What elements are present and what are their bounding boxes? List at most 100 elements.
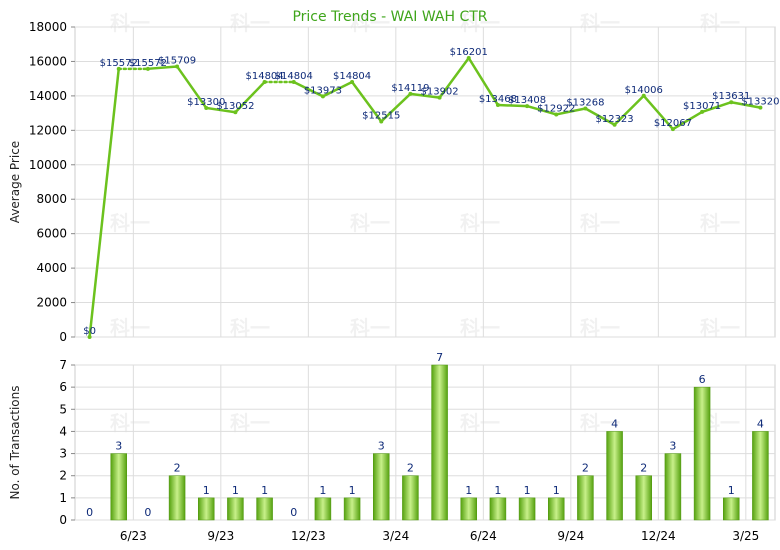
price-y-tick-label: 6000: [36, 227, 67, 241]
x-tick-label: 12/24: [641, 529, 676, 543]
price-data-label: $13268: [566, 97, 604, 108]
transaction-bar: [518, 497, 536, 521]
price-line-segment: [88, 67, 120, 339]
transaction-count-label: 3: [378, 440, 385, 453]
transaction-count-label: 0: [86, 506, 93, 519]
price-line-segment: [321, 80, 354, 98]
price-point: [145, 66, 150, 71]
transaction-bar: [752, 431, 769, 521]
price-data-label: $13300: [187, 97, 225, 108]
price-data-label: $13320: [741, 97, 779, 108]
transaction-bar: [693, 386, 711, 521]
price-data-label: $15709: [158, 55, 196, 66]
transaction-count-label: 2: [174, 462, 181, 475]
price-line-segment: [642, 94, 675, 131]
watermark: 科一: [580, 211, 620, 235]
price-line-segment: [409, 92, 441, 99]
price-line-segment: [730, 100, 762, 109]
watermark: 科一: [230, 316, 270, 340]
watermark: 科一: [580, 316, 620, 340]
price-data-label: $13902: [420, 87, 458, 98]
trans-y-tick-label: 5: [59, 402, 67, 416]
transaction-count-label: 3: [115, 440, 122, 453]
trans-y-tick-label: 2: [59, 469, 67, 483]
watermark: 科一: [700, 316, 740, 340]
x-tick-label: 3/25: [732, 529, 759, 543]
watermark: 科一: [350, 211, 390, 235]
price-data-label: $14804: [245, 71, 283, 82]
transaction-count-label: 4: [611, 417, 618, 430]
trans-y-tick-label: 3: [59, 447, 67, 461]
transaction-bar: [314, 497, 332, 521]
price-point: [466, 55, 471, 60]
trans-y-tick-label: 7: [59, 358, 67, 372]
chart-title: Price Trends - WAI WAH CTR: [292, 9, 487, 25]
transaction-count-label: 0: [290, 506, 297, 519]
x-tick-label: 6/24: [470, 529, 497, 543]
price-data-label: $15572: [129, 58, 167, 69]
transaction-bar: [343, 497, 361, 521]
watermark: 科一: [460, 316, 500, 340]
price-y-tick-label: 16000: [29, 54, 67, 68]
price-point: [700, 109, 705, 114]
transaction-bar: [664, 453, 682, 521]
transaction-count-label: 1: [203, 484, 210, 497]
price-point: [175, 64, 180, 69]
transaction-count-label: 6: [699, 373, 706, 386]
price-line-segment: [671, 110, 704, 131]
transaction-count-label: 1: [261, 484, 268, 497]
price-point: [612, 122, 617, 127]
price-data-label: $14006: [625, 85, 663, 96]
x-tick-label: 6/23: [120, 529, 147, 543]
price-point: [495, 103, 500, 108]
price-plot-frame: [74, 26, 776, 338]
watermark: 科一: [460, 211, 500, 235]
price-point: [525, 104, 530, 109]
price-point: [641, 93, 646, 98]
transaction-bar: [198, 497, 215, 521]
price-data-label: $12922: [537, 103, 575, 114]
watermark: 科一: [350, 11, 390, 35]
transaction-count-label: 1: [349, 484, 356, 497]
price-point: [758, 105, 763, 110]
transaction-bar: [548, 497, 565, 521]
price-line-segment: [467, 56, 500, 107]
transaction-count-label: 2: [640, 462, 647, 475]
price-line-segment: [525, 104, 558, 116]
watermark: 科一: [110, 11, 150, 35]
price-point: [729, 100, 734, 105]
transaction-bar: [431, 364, 448, 521]
watermark: 科一: [230, 11, 270, 35]
transaction-bar: [168, 475, 186, 521]
price-y-tick-label: 8000: [36, 192, 67, 206]
transaction-bar: [577, 475, 594, 521]
price-data-label: $13052: [216, 101, 254, 112]
price-data-label: $0: [83, 326, 96, 337]
transaction-count-label: 4: [757, 417, 764, 430]
watermark: 科一: [110, 211, 150, 235]
price-point: [350, 80, 355, 85]
price-point: [379, 119, 384, 124]
price-data-label: $13973: [304, 85, 342, 96]
transaction-count-label: 1: [524, 484, 531, 497]
price-line-segment: [292, 80, 325, 98]
x-tick-label: 3/24: [382, 529, 409, 543]
transaction-count-label: 1: [465, 484, 472, 497]
price-data-label: $12067: [654, 118, 692, 129]
price-data-label: $14119: [391, 83, 429, 94]
price-point: [408, 91, 413, 96]
x-tick-label: 9/23: [207, 529, 234, 543]
transaction-bar: [635, 475, 652, 521]
watermark: 科一: [580, 11, 620, 35]
price-point: [87, 335, 92, 339]
transaction-count-label: 1: [232, 484, 239, 497]
price-data-label: $12323: [595, 114, 633, 125]
watermark: 科一: [110, 316, 150, 340]
price-y-tick-label: 4000: [36, 261, 67, 275]
price-y-tick-label: 2000: [36, 296, 67, 310]
price-point: [291, 80, 296, 85]
price-point: [204, 105, 209, 110]
price-data-label: $16201: [450, 47, 488, 58]
price-line-segment: [146, 65, 179, 71]
